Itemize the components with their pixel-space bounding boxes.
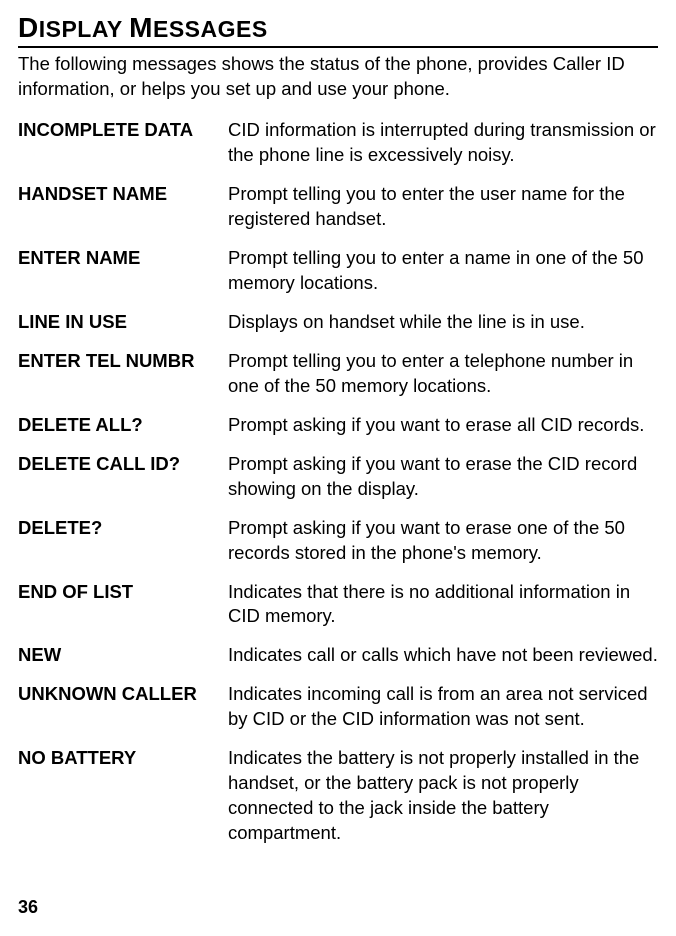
definition-term: NO BATTERY	[18, 746, 228, 771]
definition-row: END OF LISTIndicates that there is no ad…	[18, 580, 658, 630]
title-m: M	[129, 12, 153, 43]
definition-row: HANDSET NAMEPrompt telling you to enter …	[18, 182, 658, 232]
definition-description: Prompt telling you to enter a name in on…	[228, 246, 658, 296]
definition-term: HANDSET NAME	[18, 182, 228, 207]
definition-row: DELETE CALL ID?Prompt asking if you want…	[18, 452, 658, 502]
page-number: 36	[18, 897, 38, 918]
definition-term: UNKNOWN CALLER	[18, 682, 228, 707]
title-isplay: ISPLAY	[39, 16, 123, 42]
definition-list: INCOMPLETE DATACID information is interr…	[18, 118, 658, 846]
definition-description: CID information is interrupted during tr…	[228, 118, 658, 168]
title-essages: ESSAGES	[153, 16, 268, 42]
definition-row: NO BATTERYIndicates the battery is not p…	[18, 746, 658, 846]
definition-description: Prompt telling you to enter the user nam…	[228, 182, 658, 232]
definition-term: ENTER NAME	[18, 246, 228, 271]
definition-description: Prompt telling you to enter a telephone …	[228, 349, 658, 399]
page: DISPLAY MESSAGES The following messages …	[0, 0, 676, 936]
definition-term: NEW	[18, 643, 228, 668]
definition-row: ENTER TEL NUMBRPrompt telling you to ent…	[18, 349, 658, 399]
definition-description: Prompt asking if you want to erase the C…	[228, 452, 658, 502]
definition-description: Displays on handset while the line is in…	[228, 310, 658, 335]
definition-row: DELETE ALL?Prompt asking if you want to …	[18, 413, 658, 438]
definition-term: LINE IN USE	[18, 310, 228, 335]
definition-row: INCOMPLETE DATACID information is interr…	[18, 118, 658, 168]
definition-term: DELETE CALL ID?	[18, 452, 228, 477]
definition-row: DELETE?Prompt asking if you want to eras…	[18, 516, 658, 566]
definition-description: Indicates that there is no additional in…	[228, 580, 658, 630]
title-d: D	[18, 12, 39, 43]
definition-row: NEWIndicates call or calls which have no…	[18, 643, 658, 668]
definition-row: LINE IN USEDisplays on handset while the…	[18, 310, 658, 335]
definition-term: DELETE?	[18, 516, 228, 541]
definition-term: DELETE ALL?	[18, 413, 228, 438]
definition-description: Indicates the battery is not properly in…	[228, 746, 658, 846]
intro-text: The following messages shows the status …	[18, 52, 658, 102]
definition-description: Prompt asking if you want to erase one o…	[228, 516, 658, 566]
definition-description: Prompt asking if you want to erase all C…	[228, 413, 658, 438]
definition-row: UNKNOWN CALLERIndicates incoming call is…	[18, 682, 658, 732]
definition-description: Indicates incoming call is from an area …	[228, 682, 658, 732]
definition-term: ENTER TEL NUMBR	[18, 349, 228, 374]
definition-description: Indicates call or calls which have not b…	[228, 643, 658, 668]
definition-term: INCOMPLETE DATA	[18, 118, 228, 143]
definition-term: END OF LIST	[18, 580, 228, 605]
section-title: DISPLAY MESSAGES	[18, 12, 658, 48]
definition-row: ENTER NAMEPrompt telling you to enter a …	[18, 246, 658, 296]
